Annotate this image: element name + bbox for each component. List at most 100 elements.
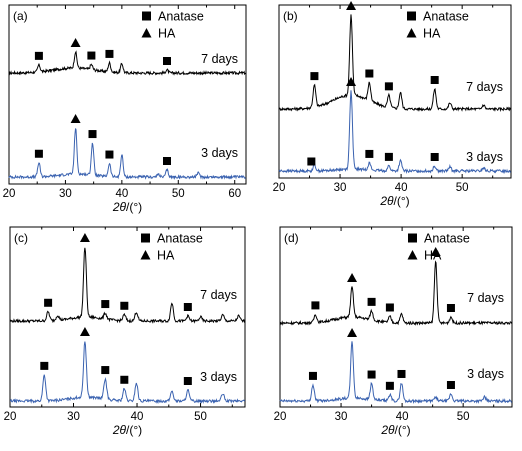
- xrd-pattern-line: [278, 14, 512, 113]
- plot-frame: [8, 4, 247, 185]
- ha-marker: [346, 77, 357, 87]
- ha-marker: [70, 38, 81, 48]
- series-label: 3 days: [200, 370, 237, 384]
- x-axis-label: 2θ/(°): [112, 200, 142, 214]
- anatase-marker: [183, 377, 192, 385]
- anatase-marker: [44, 298, 53, 307]
- legend-label: HA: [158, 27, 176, 41]
- series-label: 7 days: [466, 80, 503, 94]
- plot-frame: [279, 226, 513, 408]
- anatase-marker: [365, 149, 374, 158]
- legend-triangle-marker: [407, 250, 418, 260]
- legend-square-marker: [141, 233, 150, 243]
- anatase-marker: [120, 375, 129, 384]
- ha-marker: [430, 246, 441, 256]
- series-label: 7 days: [200, 288, 237, 302]
- x-tick-label: 40: [395, 182, 408, 194]
- anatase-marker: [311, 301, 320, 310]
- anatase-marker: [40, 361, 49, 370]
- ha-marker: [346, 1, 357, 10]
- xrd-pattern-line: [279, 260, 513, 326]
- x-tick-label: 30: [335, 411, 348, 423]
- ha-marker: [347, 328, 358, 338]
- legend-square-marker: [407, 11, 416, 21]
- x-axis-label: 2θ/(°): [112, 423, 142, 437]
- anatase-marker: [385, 303, 394, 312]
- anatase-marker: [88, 130, 97, 139]
- anatase-marker: [397, 369, 406, 378]
- legend-label: Anatase: [423, 10, 469, 24]
- legend-triangle-marker: [140, 250, 151, 260]
- anatase-marker: [101, 366, 110, 375]
- ha-marker: [79, 327, 90, 337]
- anatase-marker: [446, 381, 455, 389]
- anatase-marker: [34, 149, 43, 158]
- x-tick-label: 20: [3, 188, 16, 200]
- xrd-pattern-line: [278, 90, 511, 175]
- x-tick-label: 40: [396, 411, 409, 423]
- series-label: 3 days: [466, 150, 503, 164]
- x-axis-label: 2θ/(°): [379, 194, 409, 208]
- panel-a: 20 30 40 50 60 2θ/(°) (a) Anatase HA 7 days 3 days: [3, 4, 247, 214]
- legend-triangle-marker: [406, 28, 417, 38]
- legend-square-marker: [142, 11, 151, 21]
- x-tick-label: 40: [115, 188, 128, 200]
- panel-label: (b): [283, 9, 298, 23]
- anatase-marker: [307, 157, 316, 166]
- anatase-marker: [101, 300, 110, 309]
- panel-c: 20 30 40 50 2θ/(°) (c) Anatase HA 7 days 3 days: [4, 226, 246, 437]
- anatase-marker: [34, 51, 43, 60]
- series-label: 7 days: [201, 52, 238, 66]
- x-tick-label: 30: [334, 182, 347, 194]
- anatase-marker: [367, 297, 376, 306]
- anatase-marker: [120, 301, 129, 310]
- x-tick-label: 50: [456, 182, 469, 194]
- legend-label: Anatase: [158, 10, 204, 24]
- series-label: 3 days: [467, 367, 504, 381]
- plot-frame: [278, 4, 512, 179]
- x-axis-label: 2θ/(°): [380, 423, 410, 437]
- panel-b: 20 30 40 50 2θ/(°) (b) Anatase HA 7 days 3 days: [273, 1, 512, 208]
- anatase-marker: [183, 303, 192, 311]
- anatase-marker: [308, 371, 317, 380]
- panel-label: (c): [14, 231, 28, 245]
- panel-label: (d): [284, 231, 299, 245]
- x-tick-label: 20: [273, 182, 286, 194]
- anatase-marker: [430, 75, 439, 84]
- anatase-marker: [163, 157, 171, 165]
- x-tick-label: 40: [131, 411, 144, 423]
- x-tick-label: 30: [59, 188, 72, 200]
- x-tick-label: 60: [228, 188, 241, 200]
- xrd-pattern-line: [9, 341, 245, 404]
- anatase-marker: [105, 150, 114, 159]
- xrd-pattern-line: [279, 341, 513, 404]
- legend-label: HA: [157, 249, 175, 263]
- x-tick-label: 50: [457, 411, 470, 423]
- anatase-marker: [430, 153, 439, 161]
- ha-marker: [79, 233, 90, 243]
- anatase-marker: [310, 72, 319, 81]
- legend-label: Anatase: [157, 232, 203, 246]
- legend-square-marker: [408, 233, 417, 243]
- legend-triangle-marker: [141, 28, 152, 38]
- anatase-marker: [384, 82, 393, 91]
- plot-frame: [9, 226, 246, 408]
- anatase-marker: [87, 51, 96, 60]
- x-tick-label: 20: [4, 411, 17, 423]
- anatase-marker: [384, 152, 393, 161]
- anatase-marker: [163, 56, 171, 65]
- ha-marker: [70, 114, 81, 124]
- anatase-marker: [367, 370, 376, 379]
- x-tick-label: 30: [67, 411, 80, 423]
- x-tick-label: 50: [194, 411, 207, 423]
- ha-marker: [347, 273, 358, 282]
- series-label: 3 days: [201, 146, 238, 160]
- anatase-marker: [365, 69, 374, 78]
- panel-label: (a): [13, 9, 28, 23]
- legend-label: Anatase: [424, 232, 470, 246]
- anatase-marker: [385, 381, 394, 390]
- xrd-pattern-line: [9, 247, 245, 324]
